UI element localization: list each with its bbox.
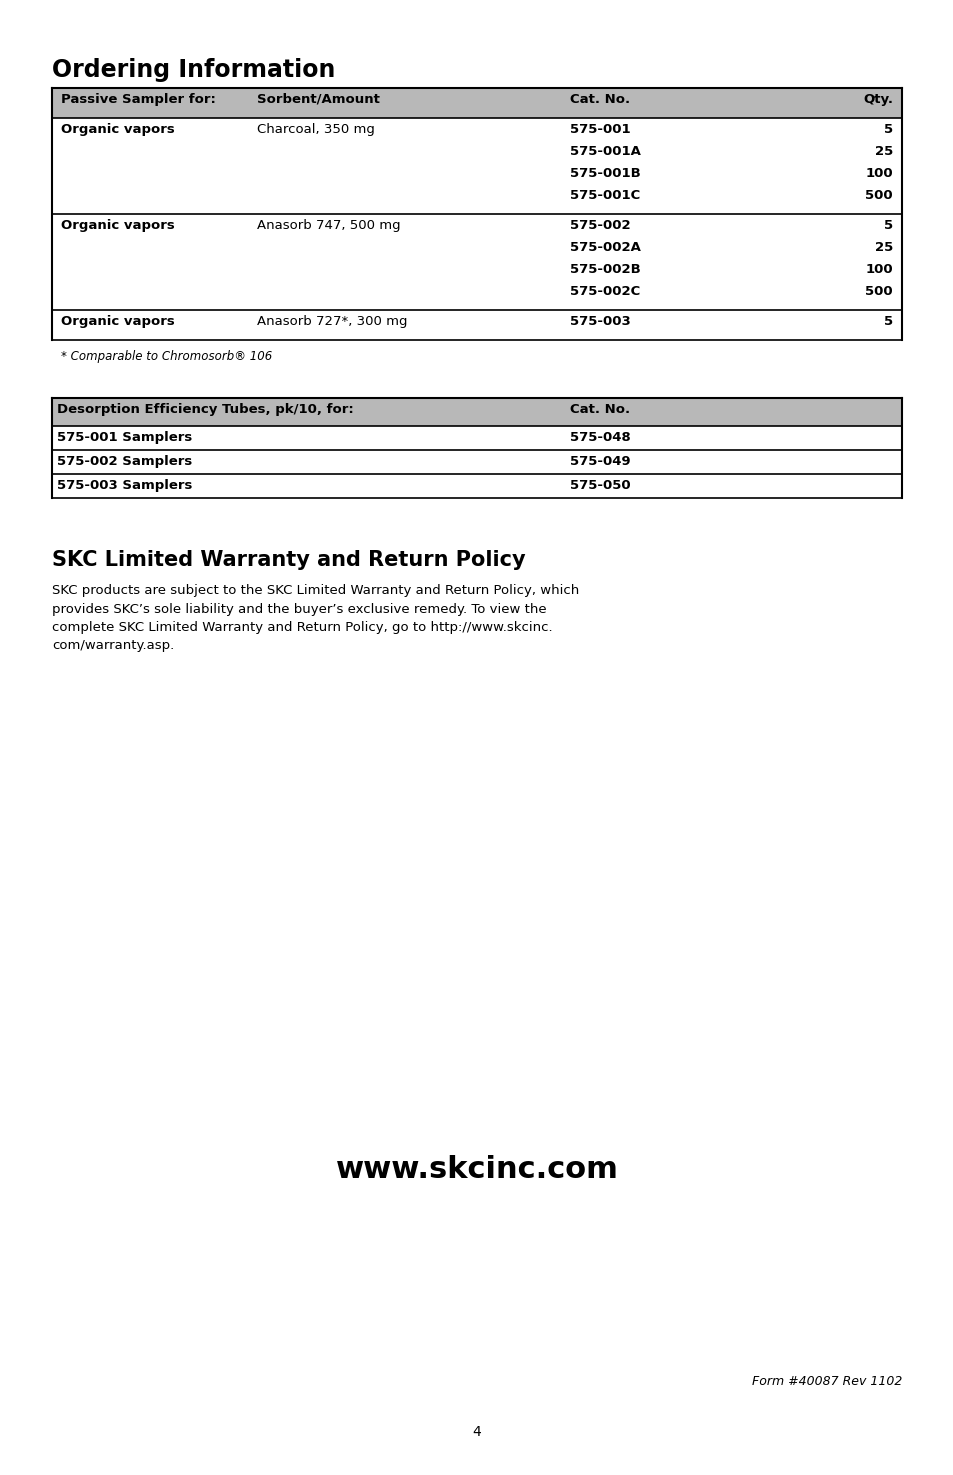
Text: 575-001C: 575-001C xyxy=(569,189,639,202)
Bar xyxy=(52,398,901,426)
Text: 575-048: 575-048 xyxy=(569,431,630,444)
Text: Passive Sampler for:: Passive Sampler for: xyxy=(61,93,215,106)
Text: 575-001 Samplers: 575-001 Samplers xyxy=(57,431,193,444)
Text: Cat. No.: Cat. No. xyxy=(569,93,630,106)
Text: 575-001B: 575-001B xyxy=(569,167,640,180)
Text: 575-001: 575-001 xyxy=(569,122,630,136)
Text: 5: 5 xyxy=(882,218,892,232)
Text: Qty.: Qty. xyxy=(862,93,892,106)
Text: Cat. No.: Cat. No. xyxy=(569,403,630,416)
Text: 100: 100 xyxy=(864,263,892,276)
Text: Charcoal, 350 mg: Charcoal, 350 mg xyxy=(256,122,375,136)
Text: 500: 500 xyxy=(864,189,892,202)
Text: 25: 25 xyxy=(874,240,892,254)
Text: 5: 5 xyxy=(882,122,892,136)
Text: Organic vapors: Organic vapors xyxy=(61,316,174,327)
Text: 500: 500 xyxy=(864,285,892,298)
Text: * Comparable to Chromosorb® 106: * Comparable to Chromosorb® 106 xyxy=(61,350,272,363)
Text: 100: 100 xyxy=(864,167,892,180)
Text: 575-003 Samplers: 575-003 Samplers xyxy=(57,479,193,493)
Text: 575-050: 575-050 xyxy=(569,479,630,493)
Text: Organic vapors: Organic vapors xyxy=(61,122,174,136)
Text: Form #40087 Rev 1102: Form #40087 Rev 1102 xyxy=(751,1375,901,1388)
Text: 575-002B: 575-002B xyxy=(569,263,640,276)
Text: 575-001A: 575-001A xyxy=(569,145,640,158)
Text: SKC Limited Warranty and Return Policy: SKC Limited Warranty and Return Policy xyxy=(52,550,525,569)
Text: 5: 5 xyxy=(882,316,892,327)
Text: Desorption Efficiency Tubes, pk/10, for:: Desorption Efficiency Tubes, pk/10, for: xyxy=(57,403,354,416)
Text: SKC products are subject to the SKC Limited Warranty and Return Policy, which
pr: SKC products are subject to the SKC Limi… xyxy=(52,584,578,652)
Text: 575-002 Samplers: 575-002 Samplers xyxy=(57,454,193,468)
Text: 25: 25 xyxy=(874,145,892,158)
Text: www.skcinc.com: www.skcinc.com xyxy=(335,1155,618,1184)
Text: 575-002: 575-002 xyxy=(569,218,630,232)
Text: 575-002A: 575-002A xyxy=(569,240,640,254)
Text: Organic vapors: Organic vapors xyxy=(61,218,174,232)
Text: Anasorb 747, 500 mg: Anasorb 747, 500 mg xyxy=(256,218,400,232)
Text: Anasorb 727*, 300 mg: Anasorb 727*, 300 mg xyxy=(256,316,407,327)
Text: Ordering Information: Ordering Information xyxy=(52,58,335,83)
Text: 4: 4 xyxy=(472,1425,481,1440)
Text: Sorbent/Amount: Sorbent/Amount xyxy=(256,93,379,106)
Text: 575-003: 575-003 xyxy=(569,316,630,327)
Text: 575-002C: 575-002C xyxy=(569,285,639,298)
Text: 575-049: 575-049 xyxy=(569,454,630,468)
Bar xyxy=(52,88,901,118)
